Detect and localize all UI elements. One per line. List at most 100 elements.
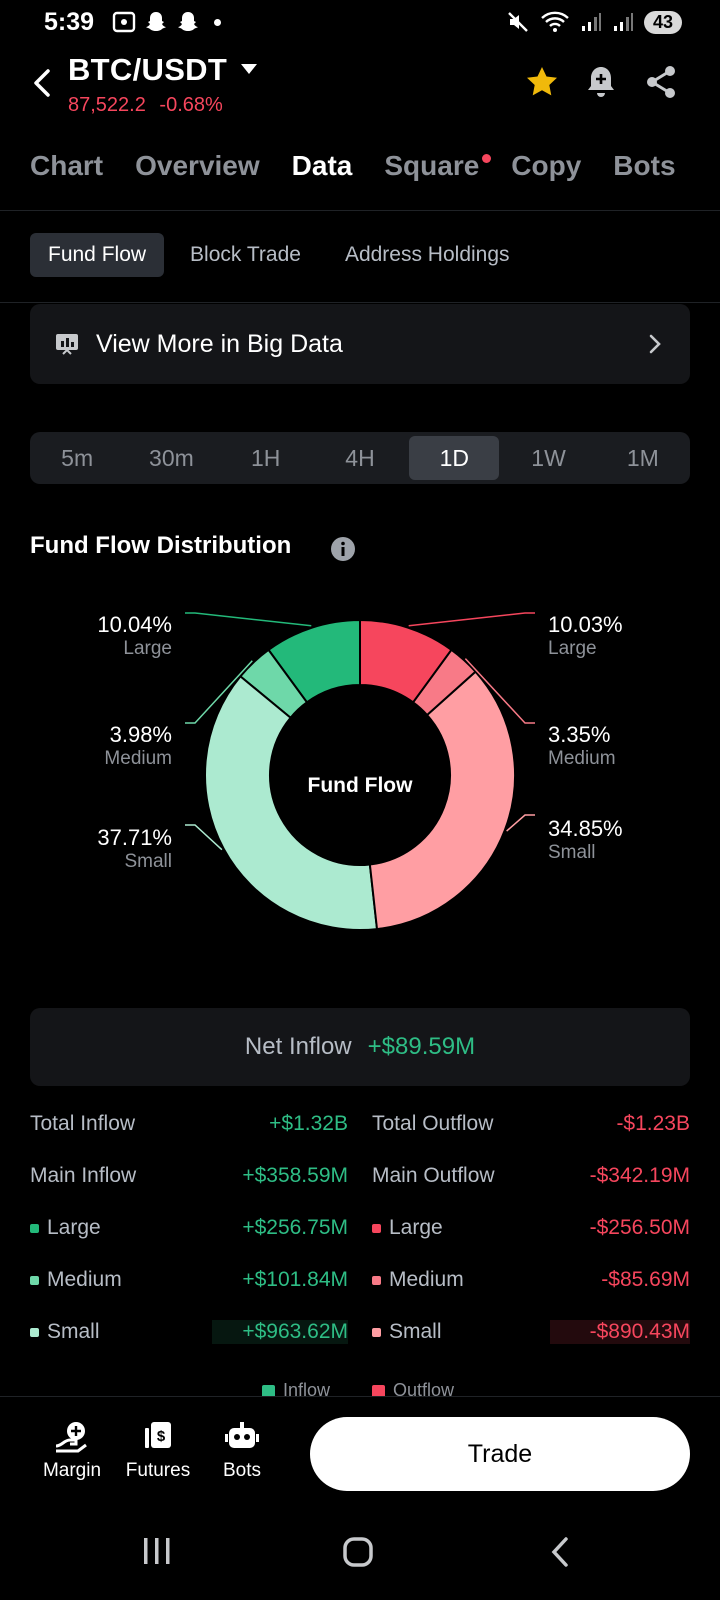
slice-category: Small: [548, 842, 596, 863]
time-5m[interactable]: 5m: [61, 444, 94, 471]
time-30m[interactable]: 30m: [149, 444, 194, 471]
big-data-link[interactable]: View More in Big Data: [30, 304, 690, 384]
info-icon[interactable]: [330, 536, 356, 562]
category-dot: [30, 1223, 39, 1233]
nav-margin-label: Margin: [42, 1460, 102, 1481]
price-change: -0.68%: [159, 94, 223, 116]
chart-board-icon: [56, 334, 78, 355]
signal-icon: [581, 13, 601, 31]
subtab-block-trade[interactable]: Block Trade: [190, 243, 301, 266]
notification-dot-icon: [214, 18, 221, 26]
tab-copy[interactable]: Copy: [511, 150, 582, 181]
inflow-row-label: Main Inflow: [30, 1164, 136, 1188]
back-arrow-icon[interactable]: [30, 68, 54, 98]
category-dot: [372, 1223, 381, 1233]
outflow-label-text: Main Outflow: [372, 1164, 495, 1187]
subtab-fund-flow[interactable]: Fund Flow: [30, 233, 165, 277]
fund-flow-donut-chart: Fund Flow: [185, 612, 535, 931]
outflow-label-text: Large: [389, 1216, 443, 1239]
label-outflow-large: 10.03% Large: [548, 612, 623, 660]
inflow-row-value: +$1.32B: [269, 1112, 348, 1135]
subtab-address-holdings[interactable]: Address Holdings: [344, 243, 510, 266]
category-dot: [30, 1327, 39, 1337]
chevron-right-icon: [649, 334, 661, 354]
time-1d[interactable]: 1D: [409, 436, 500, 480]
slice-category: Medium: [104, 748, 172, 769]
label-outflow-small: 34.85% Small: [548, 816, 623, 864]
outflow-row-value: -$1.23B: [616, 1112, 690, 1135]
status-notification-icons: [112, 10, 221, 34]
leader-line: [464, 658, 535, 724]
subtabs-divider: [0, 302, 720, 303]
nav-bots[interactable]: Bots: [212, 1420, 272, 1482]
price-line: 87,522.2 -0.68%: [68, 94, 231, 117]
leader-line: [506, 814, 535, 832]
time-1w[interactable]: 1W: [531, 444, 566, 471]
time-1h[interactable]: 1H: [251, 444, 281, 471]
price-alert-bell-icon[interactable]: [584, 64, 618, 100]
margin-icon: [55, 1422, 87, 1453]
caret-down-icon[interactable]: [240, 62, 258, 76]
snapchat-icon: [178, 12, 198, 31]
inflow-row-label: Total Inflow: [30, 1112, 135, 1136]
nav-margin[interactable]: Margin: [36, 1420, 108, 1482]
nav-futures-label: Futures: [125, 1460, 191, 1481]
tab-data[interactable]: Data: [291, 150, 353, 181]
last-price: 87,522.2: [68, 94, 146, 116]
legend-inflow: Inflow: [262, 1380, 330, 1401]
donut-center-label: Fund Flow: [308, 774, 414, 797]
inflow-row-label: Large: [30, 1216, 101, 1240]
inflow-label-text: Medium: [47, 1268, 122, 1291]
label-inflow-small: 37.71% Small: [97, 825, 172, 873]
donut-slice-outflow-small: [368, 670, 516, 931]
legend-label: Outflow: [393, 1380, 455, 1400]
donut-slice-outflow-large: [359, 618, 453, 704]
slice-pct: 3.35%: [548, 722, 611, 747]
inflow-label-text: Large: [47, 1216, 101, 1239]
category-dot: [30, 1275, 39, 1285]
favorite-star-icon[interactable]: [524, 64, 560, 100]
leader-line: [185, 612, 312, 627]
label-inflow-large: 10.04% Large: [97, 612, 172, 660]
label-inflow-medium: 3.98% Medium: [104, 722, 172, 770]
slice-category: Small: [124, 851, 172, 872]
leader-line: [408, 612, 535, 627]
futures-icon: $: [145, 1422, 171, 1448]
outflow-label-text: Total Outflow: [372, 1112, 494, 1135]
inflow-row-label: Small: [30, 1320, 100, 1344]
battery-indicator: 43: [643, 10, 682, 34]
time-4h[interactable]: 4H: [345, 444, 375, 471]
outflow-row-label: Large: [372, 1216, 443, 1240]
nav-futures[interactable]: $ Futures: [122, 1420, 194, 1482]
tab-chart[interactable]: Chart: [30, 150, 104, 181]
tab-overview[interactable]: Overview: [135, 150, 260, 181]
trade-button[interactable]: Trade: [310, 1417, 690, 1491]
system-back-icon[interactable]: [548, 1536, 572, 1568]
label-outflow-medium: 3.35% Medium: [548, 722, 616, 770]
inflow-row-value: +$963.62M: [212, 1320, 348, 1344]
bots-icon: [225, 1422, 259, 1448]
big-data-label: View More in Big Data: [96, 329, 343, 358]
inflow-row-label: Medium: [30, 1268, 122, 1292]
net-inflow-card: Net Inflow +$89.59M: [30, 1008, 690, 1086]
category-dot: [372, 1275, 381, 1285]
tab-square[interactable]: Square: [384, 150, 492, 182]
outflow-row-value: -$256.50M: [589, 1216, 690, 1239]
legend-swatch: [262, 1384, 275, 1398]
outflow-row-label: Total Outflow: [372, 1112, 493, 1136]
outflow-row-label: Small: [372, 1320, 442, 1344]
new-badge-dot: [482, 154, 492, 163]
share-icon[interactable]: [644, 64, 678, 100]
home-icon[interactable]: [342, 1536, 374, 1568]
time-1m[interactable]: 1M: [626, 444, 659, 471]
leader-line: [185, 660, 253, 724]
trading-pair-title[interactable]: BTC/USDT: [68, 52, 228, 87]
leader-line: [185, 824, 223, 851]
slice-category: Large: [123, 638, 172, 659]
slice-pct: 10.03%: [548, 612, 623, 637]
snapchat-icon: [146, 12, 166, 31]
tab-bots[interactable]: Bots: [613, 150, 676, 181]
recent-apps-icon[interactable]: [140, 1536, 174, 1566]
net-inflow-value: +$89.59M: [367, 1033, 476, 1060]
donut-slice-inflow-medium: [239, 648, 309, 720]
